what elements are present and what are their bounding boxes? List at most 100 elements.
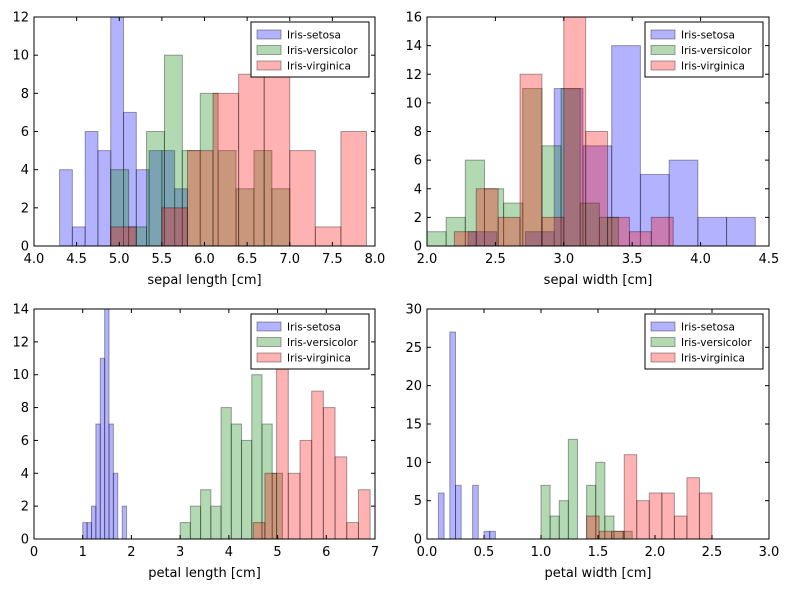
- y-tick-label: 12: [405, 68, 422, 83]
- bar-iris-versicolor-8: [251, 374, 263, 540]
- y-tick-label: 20: [405, 379, 422, 394]
- bar-iris-versicolor-4: [567, 438, 578, 540]
- bar-iris-virginica-5: [541, 216, 565, 247]
- legend-label-iris-virginica: Iris-virginica: [287, 61, 351, 73]
- x-tick-label: 4.0: [690, 252, 711, 267]
- x-tick-label: 7.0: [279, 252, 300, 267]
- bar-iris-setosa-6: [104, 308, 110, 540]
- legend-swatch-iris-virginica: [256, 60, 282, 71]
- bar-iris-virginica-10: [340, 131, 367, 247]
- bar-iris-virginica-7: [661, 492, 675, 540]
- bar-iris-setosa-7: [639, 173, 670, 247]
- legend-swatch-iris-virginica: [650, 60, 676, 71]
- x-tick-label: 4.0: [24, 252, 45, 267]
- bar-iris-virginica-4: [287, 472, 301, 540]
- bar-iris-versicolor-1: [540, 484, 551, 540]
- x-tick-label: 5.0: [109, 252, 130, 267]
- bar-iris-virginica-8: [334, 456, 348, 540]
- legend-label-iris-virginica: Iris-virginica: [681, 61, 745, 73]
- y-tick-label: 2: [414, 211, 422, 226]
- bar-iris-versicolor-5: [220, 407, 232, 540]
- y-tick-label: 4: [21, 163, 29, 178]
- bar-iris-setosa-9: [483, 530, 491, 540]
- bar-iris-virginica-6: [238, 73, 265, 247]
- bar-iris-virginica-4: [519, 73, 543, 247]
- x-tick-label: 6: [322, 545, 330, 560]
- bar-iris-virginica-3: [497, 216, 521, 247]
- bar-iris-setosa-7: [472, 484, 479, 540]
- legend-swatch-iris-versicolor: [650, 337, 676, 347]
- y-tick-label: 16: [405, 11, 422, 26]
- series-iris-versicolor: [426, 88, 620, 247]
- x-tick-label: 4.5: [66, 252, 87, 267]
- legend-swatch-iris-virginica: [256, 352, 282, 363]
- bar-iris-setosa-2: [86, 522, 92, 540]
- series-iris-setosa: [59, 16, 188, 247]
- x-tick-label: 3.0: [759, 545, 780, 560]
- y-tick-label: 10: [405, 456, 422, 471]
- y-tick-label: 15: [405, 418, 422, 433]
- y-tick-label: 14: [405, 39, 422, 54]
- legend-swatch-iris-setosa: [256, 29, 282, 40]
- legend-label-iris-versicolor: Iris-versicolor: [287, 45, 358, 57]
- legend-box: [250, 313, 370, 370]
- legend-swatch-iris-setosa: [256, 321, 282, 332]
- x-tick-label: 7.5: [322, 252, 343, 267]
- x-tick-label: 1.5: [588, 545, 609, 560]
- bar-iris-versicolor-3: [200, 489, 212, 540]
- y-tick-label: 4: [414, 182, 422, 197]
- bar-iris-virginica-3: [161, 207, 188, 247]
- bar-iris-virginica-1: [586, 515, 600, 540]
- bar-iris-setosa-1: [437, 492, 445, 540]
- y-tick-label: 0: [414, 533, 422, 548]
- y-tick-label: 5: [414, 494, 422, 509]
- bar-iris-virginica-1: [110, 226, 137, 247]
- x-axis-label: petal width [cm]: [545, 566, 652, 581]
- series-iris-versicolor: [110, 54, 291, 247]
- bar-iris-versicolor-1: [179, 522, 191, 540]
- bar-iris-virginica-5: [636, 500, 650, 540]
- x-tick-label: 1: [79, 545, 87, 560]
- series-iris-virginica: [586, 454, 713, 540]
- x-tick-label: 4.5: [759, 252, 780, 267]
- bar-iris-virginica-2: [598, 530, 613, 540]
- bar-iris-setosa-4: [97, 150, 112, 247]
- y-tick-label: 0: [414, 240, 422, 255]
- bar-iris-virginica-2: [264, 472, 278, 540]
- y-tick-label: 8: [414, 125, 422, 140]
- x-axis-label: sepal width [cm]: [544, 273, 653, 288]
- legend: Iris-setosa Iris-versicolor Iris-virginica: [644, 313, 764, 370]
- y-tick-label: 12: [12, 11, 29, 26]
- bar-iris-virginica-2: [475, 188, 499, 247]
- y-tick-label: 6: [21, 125, 29, 140]
- chart-panel-1: 4.0 4.5 5.0 5.5 6.0 6.5 7.0 7.5 8.0 0 2 4 6 8 10 12 sepa…: [12, 11, 385, 289]
- x-tick-label: 6.5: [237, 252, 258, 267]
- bar-iris-virginica-9: [346, 522, 359, 540]
- legend-swatch-iris-setosa: [650, 321, 676, 332]
- y-tick-label: 10: [12, 368, 29, 383]
- bar-iris-setosa-5: [582, 145, 613, 247]
- x-tick-label: 3: [176, 545, 184, 560]
- legend-swatch-iris-versicolor: [650, 45, 676, 55]
- legend-label-iris-setosa: Iris-setosa: [681, 322, 735, 334]
- bar-iris-versicolor-3: [558, 500, 569, 540]
- legend: Iris-setosa Iris-versicolor Iris-virginica: [644, 21, 764, 78]
- y-tick-label: 25: [405, 341, 422, 356]
- x-tick-label: 5.5: [152, 252, 173, 267]
- x-tick-label: 5: [273, 545, 281, 560]
- bar-iris-virginica-5: [212, 92, 240, 247]
- bar-iris-virginica-8: [673, 515, 688, 540]
- y-tick-label: 30: [405, 303, 422, 318]
- series-iris-virginica: [453, 16, 674, 247]
- bar-iris-setosa-1: [59, 169, 73, 247]
- bar-iris-virginica-6: [563, 16, 587, 247]
- bar-iris-versicolor-2: [549, 515, 560, 540]
- y-tick-label: 0: [21, 240, 29, 255]
- y-tick-label: 6: [21, 434, 29, 449]
- bar-iris-virginica-9: [314, 226, 342, 247]
- bar-iris-virginica-6: [648, 492, 663, 540]
- bar-iris-virginica-9: [686, 477, 700, 540]
- bar-iris-setosa-4: [95, 423, 101, 540]
- x-tick-label: 2.5: [702, 545, 723, 560]
